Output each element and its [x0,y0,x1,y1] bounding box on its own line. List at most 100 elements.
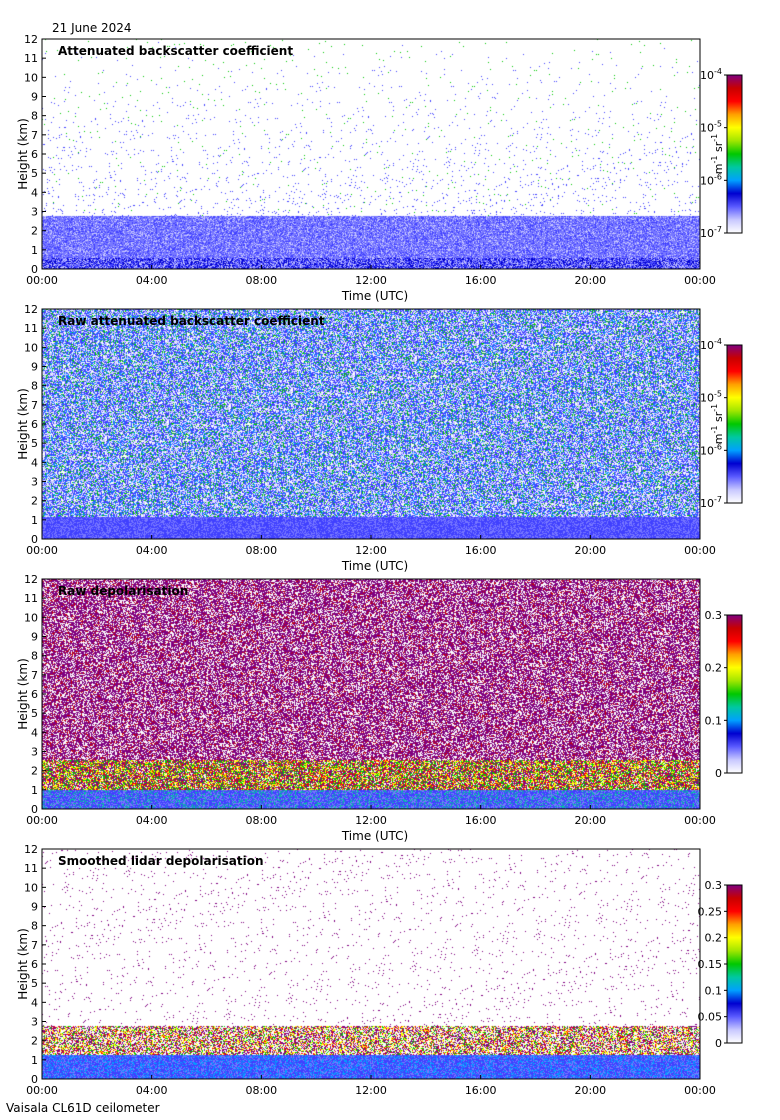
y-tick-label: 3 [31,1016,38,1029]
y-tick-label: 0 [31,533,38,546]
y-tick-label: 1 [31,244,38,257]
colorbar-unit: m-1 sr-1 [710,134,725,174]
y-tick-label: 9 [31,91,38,104]
y-tick-label: 0 [31,803,38,816]
x-axis-title: Time (UTC) [341,559,408,573]
y-tick-label: 6 [31,148,38,161]
colorbar-tick-label: 0 [715,767,722,780]
y-tick-label: 3 [31,746,38,759]
x-tick-label: 20:00 [574,1084,606,1097]
colorbar-tick-label: 0.1 [705,714,723,727]
y-axis-title: Height (km) [16,388,30,459]
y-tick-label: 11 [24,862,38,875]
heatmap-image [42,849,700,1079]
colorbar-tick-label: 0.2 [705,662,723,675]
x-tick-label: 16:00 [465,1084,497,1097]
heatmap-image [42,309,700,539]
y-tick-label: 1 [31,784,38,797]
x-tick-label: 20:00 [574,814,606,827]
y-tick-label: 7 [31,939,38,952]
colorbar [726,74,743,234]
colorbar-tick-label: 0.1 [705,984,723,997]
y-tick-label: 5 [31,707,38,720]
colorbar-tick-label: 0.15 [698,958,723,971]
colorbar-tick-label: 0.25 [698,905,723,918]
y-tick-label: 6 [31,958,38,971]
y-tick-label: 12 [24,33,38,46]
heatmap-image [42,579,700,809]
panel-title: Raw attenuated backscatter coefficient [58,314,325,328]
y-tick-label: 9 [31,901,38,914]
y-tick-label: 0 [31,1073,38,1086]
x-tick-label: 00:00 [26,1084,58,1097]
colorbar-tick-label: 0.3 [705,609,723,622]
x-tick-label: 00:00 [26,544,58,557]
y-tick-label: 2 [31,765,38,778]
y-tick-label: 7 [31,129,38,142]
colorbar-tick-label: 10-4 [700,337,722,352]
y-tick-label: 12 [24,303,38,316]
y-tick-label: 3 [31,206,38,219]
y-tick-label: 5 [31,437,38,450]
y-tick-label: 12 [24,573,38,586]
y-axis-title: Height (km) [16,118,30,189]
y-tick-label: 1 [31,1054,38,1067]
x-tick-label: 08:00 [245,274,277,287]
x-tick-label: 00:00 [684,1084,716,1097]
panel-title: Smoothed lidar depolarisation [58,854,264,868]
y-tick-label: 4 [31,456,38,469]
colorbar-tick-label: 10-7 [700,225,722,240]
instrument-label: Vaisala CL61D ceilometer [6,1101,160,1115]
x-tick-label: 12:00 [355,274,387,287]
x-tick-label: 08:00 [245,1084,277,1097]
panel-title: Raw depolarisation [58,584,188,598]
y-tick-label: 6 [31,418,38,431]
colorbar-tick-label: 0.05 [698,1011,723,1024]
y-tick-label: 5 [31,167,38,180]
panel-title: Attenuated backscatter coefficient [58,44,293,58]
x-tick-label: 20:00 [574,274,606,287]
y-tick-label: 0 [31,263,38,276]
x-tick-label: 20:00 [574,544,606,557]
x-tick-label: 00:00 [26,274,58,287]
colorbar [726,344,743,504]
y-tick-label: 9 [31,631,38,644]
x-tick-label: 08:00 [245,544,277,557]
y-tick-label: 7 [31,399,38,412]
y-tick-label: 8 [31,920,38,933]
x-tick-label: 04:00 [136,814,168,827]
x-tick-label: 00:00 [684,544,716,557]
x-tick-label: 12:00 [355,1084,387,1097]
y-tick-label: 9 [31,361,38,374]
colorbar-unit: m-1 sr-1 [710,404,725,444]
y-tick-label: 1 [31,514,38,527]
colorbar-tick-label: 10-5 [700,120,722,135]
y-tick-label: 6 [31,688,38,701]
y-tick-label: 8 [31,380,38,393]
colorbar-tick-label: 0 [715,1037,722,1050]
y-tick-label: 7 [31,669,38,682]
y-tick-label: 8 [31,650,38,663]
x-tick-label: 16:00 [465,544,497,557]
y-tick-label: 4 [31,186,38,199]
y-tick-label: 12 [24,843,38,856]
y-tick-label: 3 [31,476,38,489]
heatmap-image [42,39,700,269]
colorbar-tick-label: 10-5 [700,390,722,405]
colorbar-tick-label: 0.2 [705,932,723,945]
colorbar-tick-label: 0.3 [705,879,723,892]
y-tick-label: 2 [31,1035,38,1048]
x-axis-title: Time (UTC) [341,1099,408,1100]
x-tick-label: 04:00 [136,1084,168,1097]
y-tick-label: 11 [24,322,38,335]
colorbar-tick-label: 10-6 [700,442,722,457]
colorbar [726,884,743,1044]
y-tick-label: 10 [24,611,38,624]
y-tick-label: 4 [31,726,38,739]
y-tick-label: 10 [24,881,38,894]
x-tick-label: 08:00 [245,814,277,827]
x-tick-label: 00:00 [26,814,58,827]
